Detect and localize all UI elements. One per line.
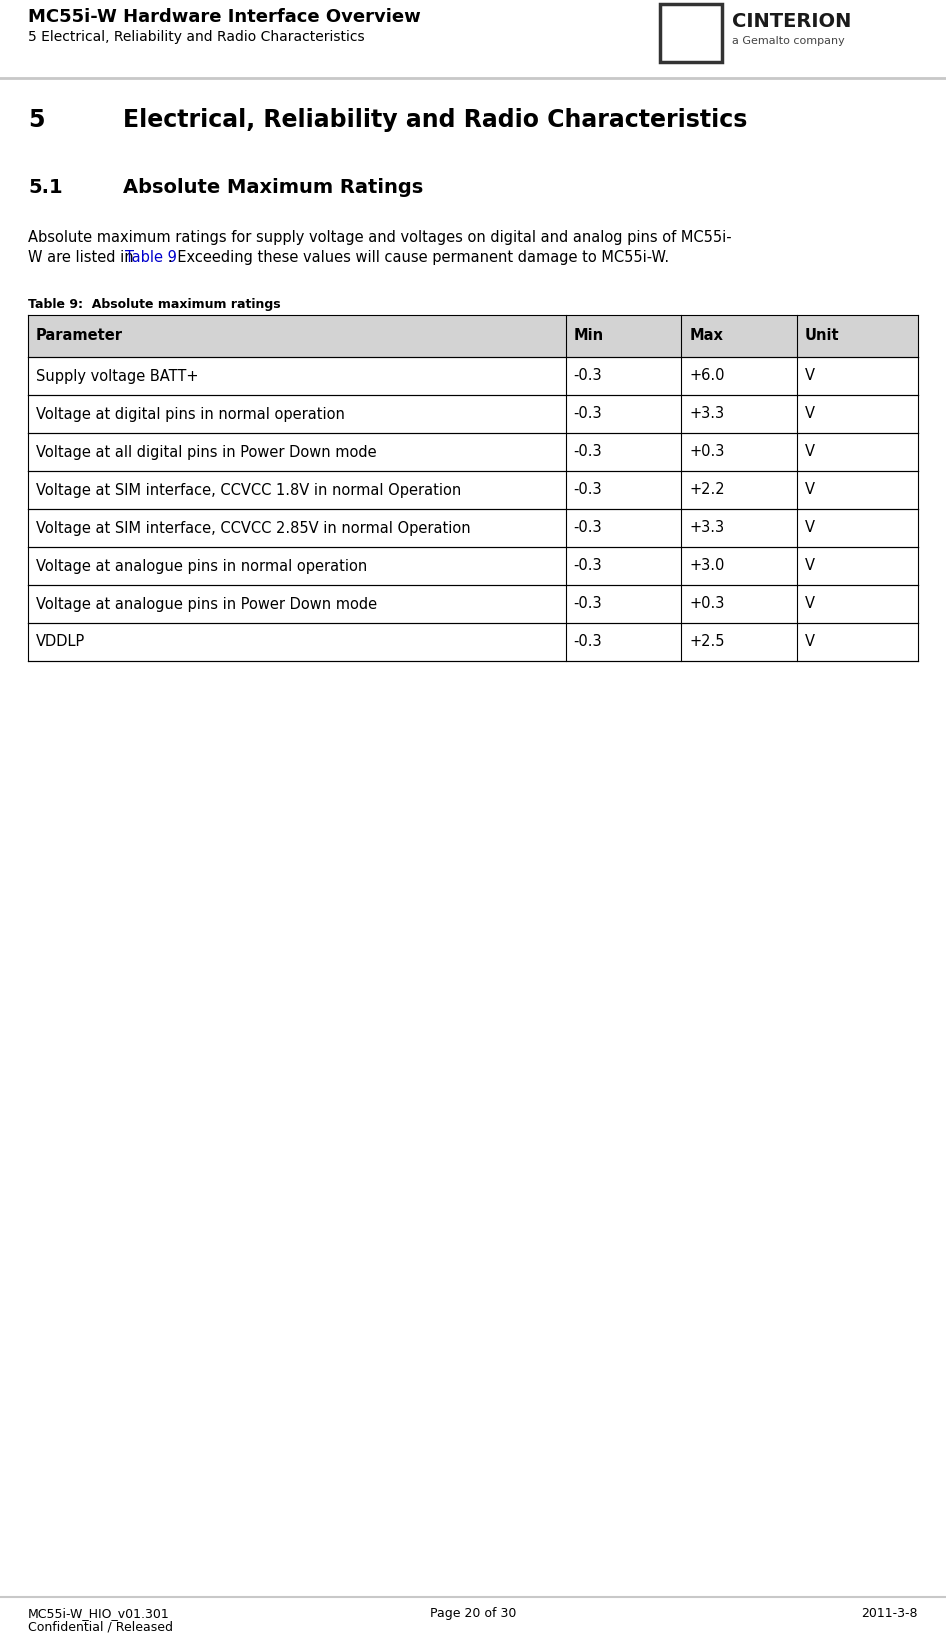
Bar	[28, 316, 918, 357]
Text: -0.3: -0.3	[573, 483, 603, 497]
Text: MC55i-W_HIO_v01.301: MC55i-W_HIO_v01.301	[28, 1607, 169, 1620]
Text: Table 9: Table 9	[125, 250, 177, 265]
Text: V: V	[805, 445, 815, 460]
Text: [: [	[672, 21, 683, 51]
Text: -0.3: -0.3	[573, 368, 603, 383]
Text: Table 9:  Absolute maximum ratings: Table 9: Absolute maximum ratings	[28, 298, 281, 311]
Text: Parameter: Parameter	[36, 329, 123, 344]
Text: V: V	[805, 635, 815, 649]
Text: -0.3: -0.3	[573, 558, 603, 574]
Text: V: V	[805, 597, 815, 612]
Text: -0.3: -0.3	[573, 445, 603, 460]
Text: VDDLP: VDDLP	[36, 635, 85, 649]
Text: Voltage at analogue pins in normal operation: Voltage at analogue pins in normal opera…	[36, 558, 367, 574]
Bar	[28, 434, 918, 471]
Text: V: V	[805, 558, 815, 574]
Text: Absolute maximum ratings for supply voltage and voltages on digital and analog p: Absolute maximum ratings for supply volt…	[28, 231, 731, 245]
Bar	[28, 509, 918, 546]
Text: Absolute Maximum Ratings: Absolute Maximum Ratings	[123, 178, 423, 196]
Bar	[660, 3, 722, 62]
Text: 2011-3-8: 2011-3-8	[862, 1607, 918, 1620]
Text: +3.0: +3.0	[690, 558, 725, 574]
Bar	[28, 394, 918, 434]
Text: 5 Electrical, Reliability and Radio Characteristics: 5 Electrical, Reliability and Radio Char…	[28, 29, 364, 44]
Text: Voltage at digital pins in normal operation: Voltage at digital pins in normal operat…	[36, 406, 345, 422]
Bar	[28, 546, 918, 586]
Text: Unit: Unit	[805, 329, 840, 344]
Text: -0.3: -0.3	[573, 520, 603, 535]
Text: +0.3: +0.3	[690, 445, 725, 460]
Text: Voltage at SIM interface, CCVCC 1.8V in normal Operation: Voltage at SIM interface, CCVCC 1.8V in …	[36, 483, 462, 497]
Text: Confidential / Released: Confidential / Released	[28, 1621, 173, 1634]
Text: Voltage at analogue pins in Power Down mode: Voltage at analogue pins in Power Down m…	[36, 597, 377, 612]
Text: a Gemalto company: a Gemalto company	[732, 36, 845, 46]
Text: +0.3: +0.3	[690, 597, 725, 612]
Text: Electrical, Reliability and Radio Characteristics: Electrical, Reliability and Radio Charac…	[123, 108, 747, 133]
Text: V: V	[805, 406, 815, 422]
Text: +6.0: +6.0	[690, 368, 725, 383]
Bar	[28, 623, 918, 661]
Text: -0.3: -0.3	[573, 406, 603, 422]
Text: Page 20 of 30: Page 20 of 30	[429, 1607, 517, 1620]
Text: +3.3: +3.3	[690, 406, 725, 422]
Text: V: V	[805, 483, 815, 497]
Text: Voltage at SIM interface, CCVCC 2.85V in normal Operation: Voltage at SIM interface, CCVCC 2.85V in…	[36, 520, 470, 535]
Text: Min: Min	[573, 329, 604, 344]
Text: V: V	[805, 368, 815, 383]
Bar	[28, 471, 918, 509]
Text: Max: Max	[690, 329, 723, 344]
Text: +2.5: +2.5	[690, 635, 725, 649]
Text: +2.2: +2.2	[690, 483, 725, 497]
Text: Voltage at all digital pins in Power Down mode: Voltage at all digital pins in Power Dow…	[36, 445, 377, 460]
Text: V: V	[805, 520, 815, 535]
Text: 5.1: 5.1	[28, 178, 62, 196]
Text: CINTERION: CINTERION	[732, 11, 851, 31]
Text: Supply voltage BATT+: Supply voltage BATT+	[36, 368, 199, 383]
Text: -0.3: -0.3	[573, 597, 603, 612]
Text: )): ))	[694, 23, 710, 43]
Text: +3.3: +3.3	[690, 520, 725, 535]
Text: 5: 5	[28, 108, 44, 133]
Bar	[28, 586, 918, 623]
Text: . Exceeding these values will cause permanent damage to MC55i-W.: . Exceeding these values will cause perm…	[167, 250, 669, 265]
Text: MC55i-W Hardware Interface Overview: MC55i-W Hardware Interface Overview	[28, 8, 421, 26]
Text: -0.3: -0.3	[573, 635, 603, 649]
Bar	[28, 357, 918, 394]
Text: W are listed in: W are listed in	[28, 250, 138, 265]
